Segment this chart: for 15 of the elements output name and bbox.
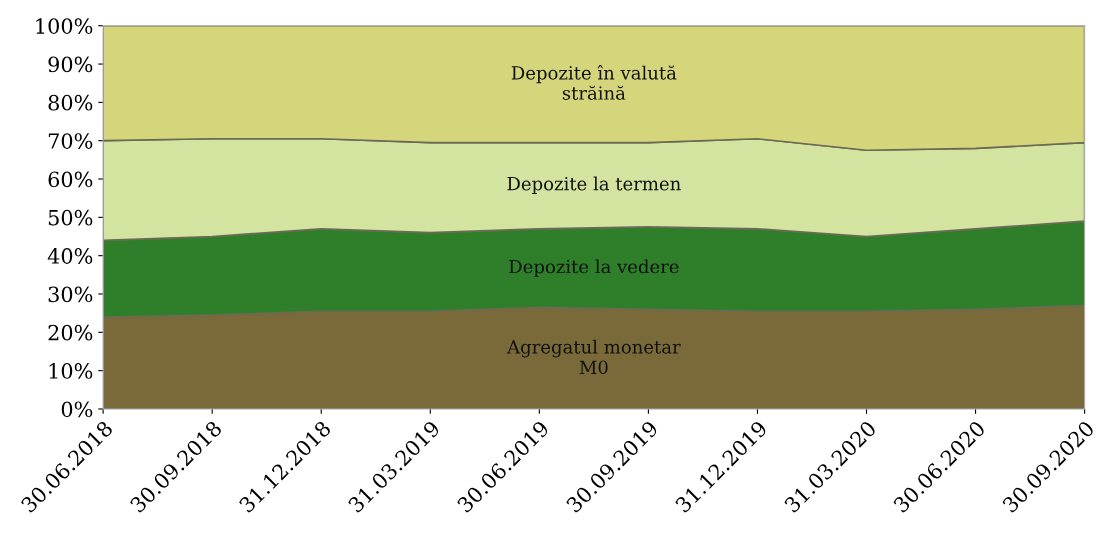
y-tick-label: 70% bbox=[48, 133, 93, 149]
series-label: Depozite în valută străină bbox=[511, 64, 677, 100]
y-tick-label: 100% bbox=[36, 18, 93, 34]
y-tick-label: 80% bbox=[48, 94, 93, 111]
series-label: Depozite la termen bbox=[507, 176, 681, 194]
series-label: Depozite la vedere bbox=[509, 259, 679, 277]
y-tick-label: 20% bbox=[48, 324, 93, 341]
y-tick-label: 60% bbox=[48, 171, 93, 188]
y-tick-label: 30% bbox=[48, 286, 93, 303]
y-tick-label: 40% bbox=[47, 248, 93, 264]
y-tick-label: 10% bbox=[49, 363, 93, 379]
y-tick-label: 50% bbox=[48, 209, 93, 226]
series-label: Agregatul monetar M0 bbox=[506, 339, 681, 375]
y-tick-label: 90% bbox=[48, 56, 93, 73]
y-tick-label: 0% bbox=[61, 401, 93, 418]
